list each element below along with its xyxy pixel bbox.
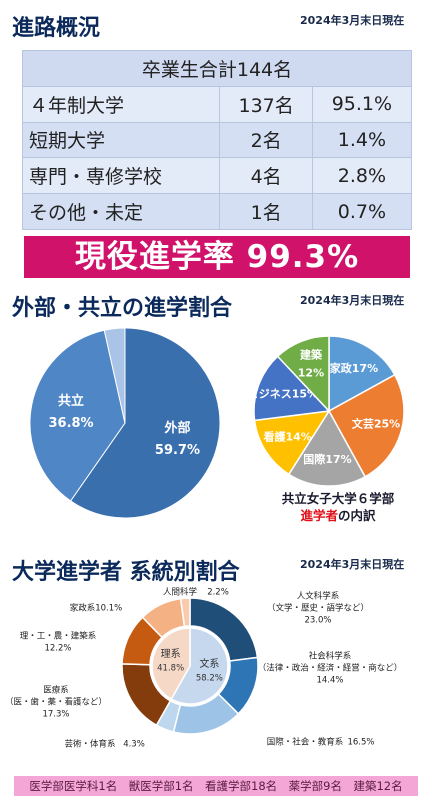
row-pct: 1.4% — [311, 121, 413, 159]
asof-date-3: 2024年3月末日現在 — [300, 558, 405, 571]
pie2-slice-4 — [253, 355, 331, 422]
table-header-row: 卒業生合計144名 — [22, 50, 412, 87]
sunburst-outer-category-0: 人文科学系 — [297, 591, 340, 602]
row-count: 4名 — [219, 157, 313, 195]
sunburst-outer-value-3: 4.3% — [123, 740, 145, 750]
row-label: その他・未定 — [21, 193, 221, 230]
table-row: 短期大学 2名 1.4% — [21, 121, 413, 159]
table-row: その他・未定 1名 0.7% — [21, 193, 413, 230]
sunburst-outer-category-3: 芸術・体育系 — [64, 739, 115, 750]
caption-line2: 進学者の内訳 — [258, 507, 418, 524]
row-pct: 95.1% — [311, 85, 413, 123]
row-label: 専門・専修学校 — [21, 157, 221, 195]
sunburst-inner-category-0: 文系 — [199, 657, 219, 670]
asof-date-1: 2024年3月末日現在 — [300, 14, 405, 27]
pie1-slice-2 — [103, 327, 126, 424]
pie1-value-label-1: 36.8% — [48, 416, 93, 431]
asof-date-2: 2024年3月末日現在 — [300, 294, 405, 307]
row-label: 短期大学 — [21, 121, 221, 159]
caption-tail: の内訳 — [338, 508, 376, 523]
sunburst-outer-value-4: 17.3% — [42, 710, 69, 720]
sunburst-inner-value-1: 41.8% — [157, 663, 184, 673]
sunburst-outer-category-7: 人間科学 — [163, 587, 198, 598]
pie1-category-label-1: 共立 — [58, 393, 84, 409]
pie1-slice-1 — [29, 329, 126, 502]
pie2-slice-3 — [253, 410, 331, 476]
pie2-slice-2 — [287, 409, 367, 487]
pie2-slice-1 — [327, 373, 405, 478]
table-row: ４年制大学 137名 95.1% — [21, 85, 413, 123]
pie1-value-label-0: 59.7% — [155, 443, 200, 458]
advancement-rate-banner: 現役進学率 99.3% — [24, 236, 410, 278]
section3-title: 大学進学者 系統別割合 — [12, 560, 240, 585]
section2-title: 外部・共立の進学割合 — [12, 296, 233, 321]
row-label: ４年制大学 — [21, 85, 221, 123]
caption-line1: 共立女子大学６学部 — [281, 491, 395, 506]
summary-table: 卒業生合計144名 ４年制大学 137名 95.1% 短期大学 2名 1.4% … — [21, 50, 413, 230]
pie-kyoritsu-faculties: 家政17% 文芸25% 国際17% 看護14% ビジネス15% 建築 12% — [248, 335, 405, 487]
pie2-value-label-4: ビジネス15% — [248, 386, 318, 400]
sunburst-inner-value-0: 58.2% — [196, 674, 223, 684]
pie-field-breakdown: 文系 58.2% 理系 41.8% 人文科学系（文学・歴史・語学など） 23.0% 社会科学… — [5, 587, 402, 750]
sunburst-outer-category-2: 国際・社会・教育系 — [267, 737, 344, 748]
pie2-caption: 共立女子大学６学部 進学者の内訳 — [258, 490, 418, 524]
sunburst-chart: 文系 58.2% 理系 41.8% 人文科学系（文学・歴史・語学など） 23.0% 社会科学… — [5, 587, 402, 750]
row-count: 137名 — [219, 85, 313, 123]
sunburst-inner-slice-0 — [170, 627, 229, 705]
sunburst-outer-slice-7 — [179, 597, 191, 628]
sunburst-outer-sublabel-1: （法律・政治・経済・経営・商など） — [258, 663, 403, 674]
sunburst-inner-slice-1 — [151, 627, 191, 701]
sunburst-outer-value-2: 16.5% — [347, 738, 374, 748]
pie2-slice-0 — [328, 335, 396, 413]
row-count: 1名 — [219, 193, 313, 230]
sunburst-outer-sublabel-4: （医・歯・薬・看護など） — [5, 697, 107, 708]
footer-bar: 医学部医学科1名 獣医学部1名 看護学部18名 薬学部9名 建築12名 — [14, 776, 418, 796]
row-pct: 2.8% — [311, 157, 413, 195]
sunburst-outer-value-1: 14.4% — [316, 676, 343, 686]
section1-title: 進路概況 — [12, 16, 101, 41]
sunburst-outer-value-7: 2.2% — [207, 588, 229, 598]
table-row: 専門・専修学校 4名 2.8% — [21, 157, 413, 195]
pie2-category-label-5: 建築 — [300, 347, 323, 361]
pie2-slice-5 — [276, 335, 330, 413]
pie2-value-label-0: 家政17% — [330, 361, 378, 375]
sunburst-outer-sublabel-0: （文学・歴史・語学など） — [267, 603, 369, 614]
row-count: 2名 — [219, 121, 313, 159]
caption-red: 進学者 — [300, 508, 338, 523]
pie2-value-label-5: 12% — [298, 366, 324, 379]
sunburst-outer-category-5: 理・工・農・建築系 — [20, 631, 97, 642]
sunburst-outer-category-1: 社会科学系 — [309, 651, 352, 662]
pie2-value-label-2: 国際17% — [303, 452, 351, 466]
total-graduates: 卒業生合計144名 — [22, 50, 412, 87]
pie1-slice-0 — [69, 327, 221, 519]
pie1-value-label-2: 3.5% — [95, 318, 131, 332]
pie2-value-label-3: 看護14% — [263, 429, 311, 443]
sunburst-outer-category-6: 家政系10.1% — [70, 603, 123, 614]
sunburst-outer-value-0: 23.0% — [304, 616, 331, 626]
sunburst-outer-value-5: 12.2% — [44, 644, 71, 654]
sunburst-inner-category-1: 理系 — [161, 648, 181, 660]
row-pct: 0.7% — [311, 193, 413, 230]
pie1-category-label-0: 外部 — [163, 420, 190, 436]
pie2-value-label-1: 文芸25% — [352, 417, 400, 431]
sunburst-outer-category-4: 医療系 — [43, 685, 69, 696]
